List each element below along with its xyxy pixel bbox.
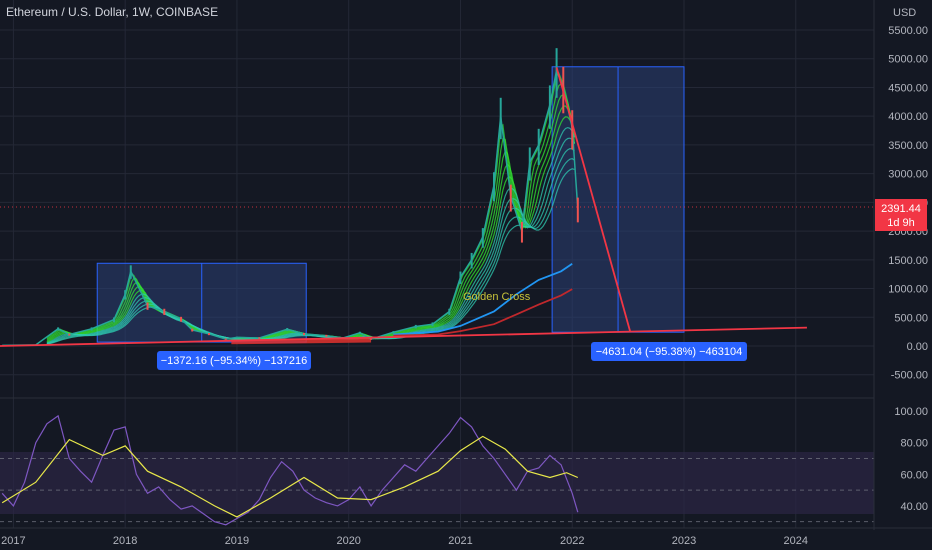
x-tick-label: 2023 [672, 535, 696, 547]
ma-red-line [393, 288, 573, 337]
y-tick-label: 3500.00 [888, 140, 928, 152]
rsi-pane [0, 414, 874, 526]
golden-cross-label: Golden Cross [463, 291, 531, 303]
x-tick-label: 2021 [448, 535, 472, 547]
rsi-line [1, 414, 579, 526]
drawdown-2022-label[interactable]: −4631.04 (−95.38%) −463104 [591, 342, 747, 361]
rsi-ma-line [1, 435, 579, 518]
y-tick-label: 5000.00 [888, 54, 928, 66]
currency-label: USD [893, 7, 916, 19]
x-tick-label: 2019 [225, 535, 249, 547]
drawdown-2018-text: −1372.16 (−95.34%) −137216 [161, 355, 308, 367]
price-line [2, 67, 579, 347]
rsi-band-fill [0, 452, 874, 514]
ma-blue-line [393, 263, 573, 336]
price-badge-value: 2391.44 [881, 203, 921, 215]
time-x-axis[interactable]: 2017 2018 2019 2020 2021 2022 2023 2024 [1, 535, 808, 547]
rsi-y-axis[interactable]: 40.00 60.00 80.00 100.00 [894, 406, 928, 513]
y-tick-label: 5500.00 [888, 25, 928, 37]
rsi-tick-label: 60.00 [900, 469, 928, 481]
drawdown-2018-label[interactable]: −1372.16 (−95.34%) −137216 [157, 351, 311, 370]
support-trend-line [0, 326, 807, 347]
trend-lines[interactable] [0, 67, 807, 347]
ribbon-line [46, 168, 575, 345]
y-tick-label: -500.00 [891, 370, 928, 382]
rsi-tick-label: 100.00 [894, 406, 928, 418]
x-tick-label: 2018 [113, 535, 137, 547]
y-tick-label: 500.00 [894, 312, 928, 324]
symbol-title: Ethereum / U.S. Dollar, 1W, COINBASE [6, 5, 218, 19]
x-tick-label: 2020 [336, 535, 360, 547]
price-badge-countdown: 1d 9h [887, 217, 915, 229]
rsi-tick-label: 40.00 [900, 501, 928, 513]
crash-projection-line [555, 67, 632, 333]
x-tick-label: 2017 [1, 535, 25, 547]
price-badge[interactable]: 2391.44 1d 9h [875, 199, 927, 231]
drawdown-boxes[interactable] [96, 66, 685, 343]
y-tick-label: 0.00 [907, 341, 928, 353]
y-tick-label: 1500.00 [888, 255, 928, 267]
y-tick-label: 4500.00 [888, 82, 928, 94]
y-tick-label: 4000.00 [888, 111, 928, 123]
y-tick-label: 3000.00 [888, 169, 928, 181]
rsi-tick-label: 80.00 [900, 438, 928, 450]
x-tick-label: 2022 [560, 535, 584, 547]
drawdown-2022-text: −4631.04 (−95.38%) −463104 [596, 346, 743, 358]
y-tick-label: 1000.00 [888, 284, 928, 296]
x-tick-label: 2024 [784, 535, 808, 547]
